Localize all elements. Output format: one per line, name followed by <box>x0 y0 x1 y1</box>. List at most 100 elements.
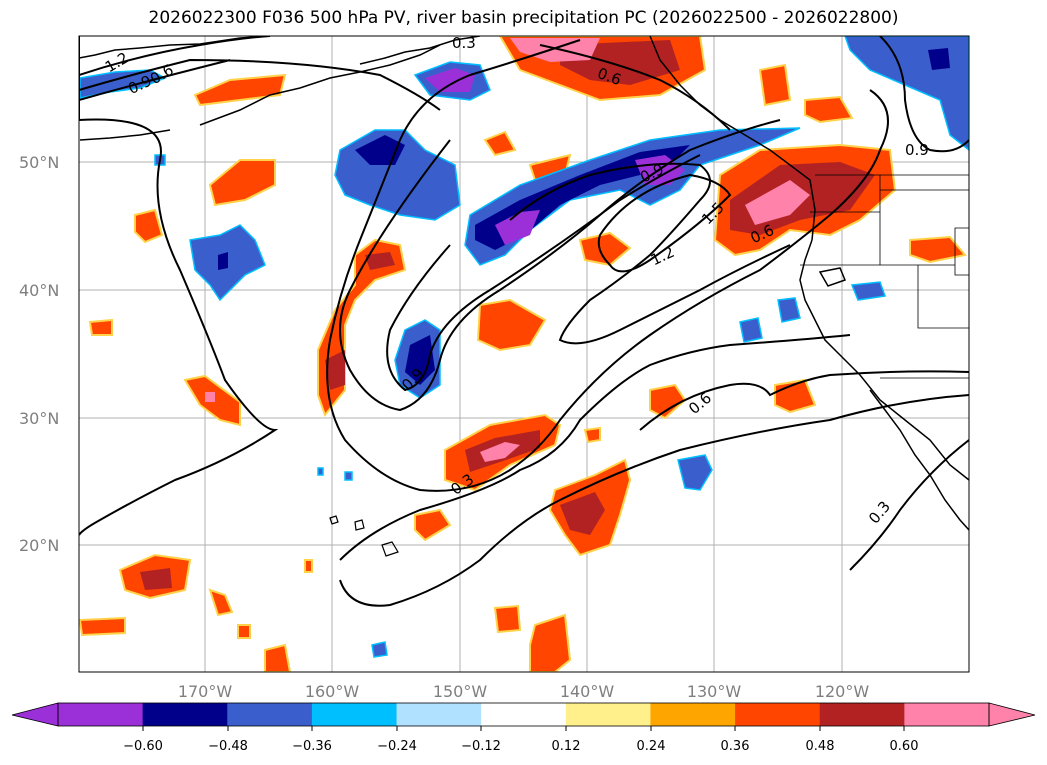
colorbar-cell <box>650 703 736 726</box>
pv-contour-0.3b <box>326 39 889 492</box>
positive-blob <box>79 616 126 637</box>
positive-blob <box>304 559 313 573</box>
pv-contour-0.9 <box>79 59 231 101</box>
colorbar-label: −0.60 <box>123 739 163 754</box>
positive-blob-core <box>325 350 345 390</box>
positive-blob <box>483 130 517 157</box>
colorbar-cell <box>227 703 313 726</box>
positive-blob <box>909 235 967 264</box>
negative-blob-core <box>218 252 228 270</box>
positive-blob <box>264 643 292 672</box>
negative-blob <box>777 297 801 323</box>
lat-label: 20°N <box>19 536 59 555</box>
negative-blob <box>371 641 388 658</box>
colorbar-cell <box>58 703 144 726</box>
island <box>329 515 339 525</box>
positive-anomaly-fills <box>79 36 967 672</box>
state-borders <box>800 174 969 379</box>
lon-label: 120°W <box>815 682 870 701</box>
colorbar-ticks <box>142 726 905 731</box>
map-title: 2026022300 F036 500 hPa PV, river basin … <box>148 8 899 28</box>
positive-blob-core <box>140 568 172 590</box>
negative-blob-peak <box>495 210 540 245</box>
lon-label: 170°W <box>178 682 233 701</box>
colorbar-label: 0.48 <box>806 739 835 754</box>
positive-blob <box>88 318 113 336</box>
lon-label: 150°W <box>433 682 488 701</box>
bering-islands <box>79 129 171 141</box>
colorbar-cell <box>904 703 990 726</box>
alaska-coast <box>79 36 271 59</box>
aleutian-islands <box>199 44 441 126</box>
colorbar-label: −0.36 <box>292 739 332 754</box>
positive-blob-core <box>560 492 605 535</box>
baja-coast <box>869 389 969 531</box>
colorbar: −0.60 −0.48 −0.36 −0.24 −0.12 0.12 0.24 … <box>11 702 1036 754</box>
negative-blob-core <box>405 335 435 385</box>
lon-label: 130°W <box>687 682 742 701</box>
us-west-coast <box>799 239 969 481</box>
pv-contour-0.3 <box>79 36 279 536</box>
colorbar-cell <box>819 703 905 726</box>
negative-blob-peak <box>425 68 475 92</box>
hawaii-islands <box>329 515 399 557</box>
alaska-peninsula <box>359 36 481 65</box>
island <box>381 541 399 557</box>
colorbar-labels: −0.60 −0.48 −0.36 −0.24 −0.12 0.12 0.24 … <box>123 739 918 754</box>
colorbar-label: −0.48 <box>208 739 248 754</box>
colorbar-label: −0.24 <box>377 739 417 754</box>
map-area: 1.2 0.9 0.6 0.3 0.6 0.9 0.9 1.5 1.2 0.6 … <box>79 36 969 672</box>
pv-contour-0.6d <box>639 370 969 431</box>
positive-blob <box>578 231 632 267</box>
pv-contour-0.3d <box>339 394 969 607</box>
positive-blob <box>193 73 287 107</box>
contour-label: 0.9 <box>905 141 929 159</box>
positive-blob <box>804 95 854 124</box>
colorbar-label: 0.24 <box>637 739 666 754</box>
positive-blob-peak <box>205 392 215 402</box>
colorbar-frame <box>57 702 990 727</box>
colorbar-cell <box>396 703 482 726</box>
nv-ut-border <box>954 227 969 276</box>
lat-label: 50°N <box>19 153 59 172</box>
negative-blob <box>317 467 324 476</box>
pv-contour-0.6b <box>339 119 781 412</box>
colorbar-cell <box>142 703 228 726</box>
lon-label: 140°W <box>560 682 615 701</box>
positive-blob <box>493 604 522 634</box>
pv-contour-0.3c <box>339 334 851 561</box>
pv-contour-0.9b <box>386 154 701 392</box>
negative-blob <box>344 471 353 481</box>
positive-blob <box>134 208 164 244</box>
lat-label: 40°N <box>19 281 59 300</box>
negative-blob <box>677 454 713 491</box>
colorbar-label: 0.60 <box>890 739 919 754</box>
colorbar-cells <box>58 703 990 726</box>
lake-outline <box>818 267 846 287</box>
colorbar-cell <box>735 703 821 726</box>
bc-coast <box>649 36 816 241</box>
positive-blob <box>208 588 234 617</box>
negative-blob <box>79 69 167 99</box>
positive-blob <box>237 624 251 639</box>
lat-label: 30°N <box>19 409 59 428</box>
colorbar-cell <box>311 703 398 726</box>
colorbar-extend-right <box>988 702 1036 727</box>
positive-blob <box>476 298 547 352</box>
pv-contour-0.3e <box>849 439 969 571</box>
negative-blob <box>850 281 887 301</box>
lon-labels: 170°W 160°W 150°W 140°W 130°W 120°W <box>178 682 870 701</box>
positive-blob <box>208 159 276 207</box>
lon-label: 160°W <box>305 682 360 701</box>
negative-blob <box>739 317 763 343</box>
island <box>354 519 365 531</box>
pv-contour-0.9c <box>879 36 969 153</box>
colorbar-cell <box>565 703 651 726</box>
positive-blob <box>583 426 601 444</box>
pv-contours <box>79 36 969 607</box>
map-frame <box>78 35 970 673</box>
colorbar-extend-left <box>11 702 59 727</box>
pv-contour-1.2b <box>509 162 791 345</box>
pv-contour-1.5 <box>597 173 732 273</box>
